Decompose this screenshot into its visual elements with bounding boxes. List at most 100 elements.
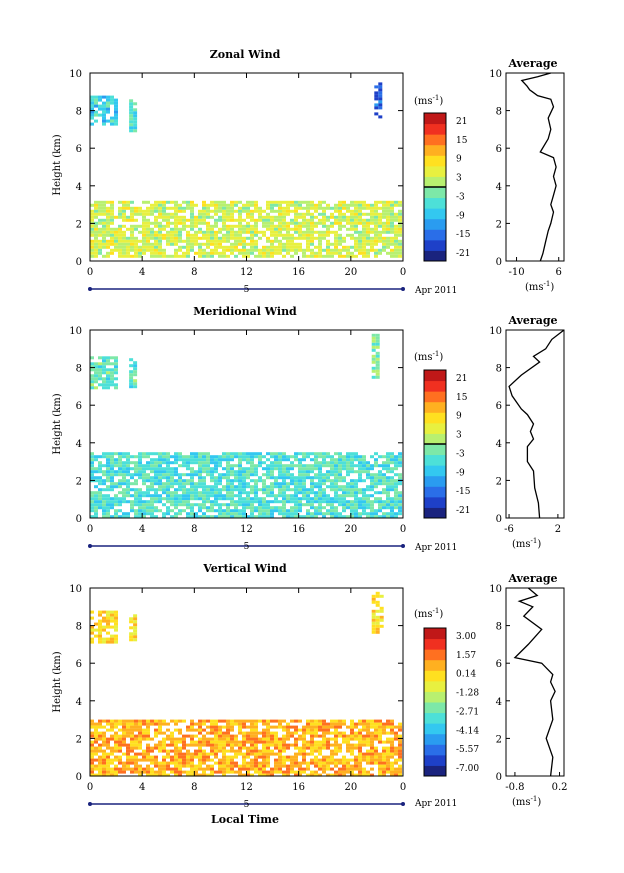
heatmap-cell [394, 479, 398, 483]
heatmap-cell [294, 506, 298, 510]
heatmap-cell [138, 752, 142, 756]
heatmap-cell [126, 746, 130, 750]
heatmap-cell [214, 218, 218, 222]
heatmap-cell [338, 503, 342, 507]
heatmap-cell [110, 616, 114, 620]
heatmap-cell [162, 761, 166, 765]
heatmap-cell [129, 358, 134, 362]
heatmap-cell [338, 215, 342, 219]
heatmap-cell [94, 773, 98, 777]
heatmap-cell [258, 512, 262, 516]
heatmap-cell [122, 764, 126, 768]
heatmap-cell [158, 254, 162, 258]
heatmap-cell [158, 239, 162, 243]
heatmap-cell [298, 206, 302, 210]
heatmap-cell [266, 770, 270, 774]
heatmap-cell [186, 761, 190, 765]
x-tick-label: 0 [87, 524, 93, 535]
heatmap-cell [298, 752, 302, 756]
heatmap-cell [90, 464, 94, 468]
colorbar-tick-label: -21 [456, 506, 471, 516]
heatmap-cell [242, 209, 246, 213]
heatmap-cell [202, 719, 206, 723]
heatmap-cell [394, 254, 398, 258]
heatmap-cell [194, 215, 198, 219]
heatmap-cell [366, 761, 370, 765]
heatmap-cell [266, 470, 270, 474]
colorbar-segment [424, 486, 446, 498]
heatmap-cell [118, 464, 122, 468]
heatmap-cell [210, 515, 214, 519]
heatmap-cell [170, 227, 174, 231]
heatmap-cell [306, 731, 310, 735]
heatmap-cell [262, 491, 266, 495]
heatmap-cell [166, 500, 170, 504]
heatmap-cell [390, 506, 394, 510]
heatmap-cell [226, 497, 230, 501]
heatmap-cell [114, 236, 118, 240]
heatmap-cell [134, 248, 138, 252]
heatmap-cell [338, 200, 342, 204]
heatmap-cell [270, 752, 274, 756]
heatmap-cell [118, 479, 122, 483]
heatmap-cell [330, 461, 334, 465]
heatmap-cell [122, 254, 126, 258]
heatmap-cell [386, 746, 390, 750]
heatmap-cell [110, 452, 114, 456]
heatmap-cell [158, 245, 162, 249]
heatmap-cell [262, 515, 266, 519]
heatmap-cell [129, 638, 134, 642]
heatmap-cell [342, 236, 346, 240]
heatmap-cell [371, 375, 376, 379]
x-tick-label: 12 [240, 782, 253, 793]
colorbar-segment [424, 134, 446, 146]
heatmap-cell [310, 491, 314, 495]
heatmap-cell [222, 758, 226, 762]
heatmap-cell [150, 254, 154, 258]
heatmap-cell [242, 239, 246, 243]
heatmap-cell [170, 221, 174, 225]
heatmap-cell [238, 224, 242, 228]
heatmap-cell [390, 242, 394, 246]
heatmap-cell [378, 248, 382, 252]
y-tick-label: 2 [76, 476, 82, 487]
heatmap-cell [294, 503, 298, 507]
heatmap-cell [142, 758, 146, 762]
heatmap-cell [186, 494, 190, 498]
heatmap-cell [282, 482, 286, 486]
heatmap-cell [150, 470, 154, 474]
heatmap-cell [94, 221, 98, 225]
heatmap-cell [282, 224, 286, 228]
heatmap-cell [274, 743, 278, 747]
heatmap-cell [382, 242, 386, 246]
heatmap-cell [218, 503, 222, 507]
colorbar-segment [424, 628, 446, 640]
heatmap-cell [306, 221, 310, 225]
heatmap-cell [270, 512, 274, 516]
heatmap-cell [362, 458, 366, 462]
heatmap-cell [210, 461, 214, 465]
heatmap-cell [202, 497, 206, 501]
heatmap-cell [114, 110, 118, 114]
heatmap-cell [306, 200, 310, 204]
heatmap-cell [254, 755, 258, 759]
heatmap-cell [90, 383, 94, 387]
heatmap-cell [154, 722, 158, 726]
heatmap-cell [274, 494, 278, 498]
heatmap-cell [90, 455, 94, 459]
heatmap-cell [382, 767, 386, 771]
heatmap-cell [133, 120, 138, 124]
heatmap-cell [362, 755, 366, 759]
heatmap-cell [106, 461, 110, 465]
heatmap-cell [170, 479, 174, 483]
heatmap-cell [398, 224, 402, 228]
heatmap-cell [266, 746, 270, 750]
heatmap-cell [158, 497, 162, 501]
heatmap-cell [266, 245, 270, 249]
heatmap-cell [178, 215, 182, 219]
heatmap-cell [94, 767, 98, 771]
heatmap-cell [270, 203, 274, 207]
heatmap-cell [122, 743, 126, 747]
heatmap-cell [262, 485, 266, 489]
heatmap-cell [306, 476, 310, 480]
